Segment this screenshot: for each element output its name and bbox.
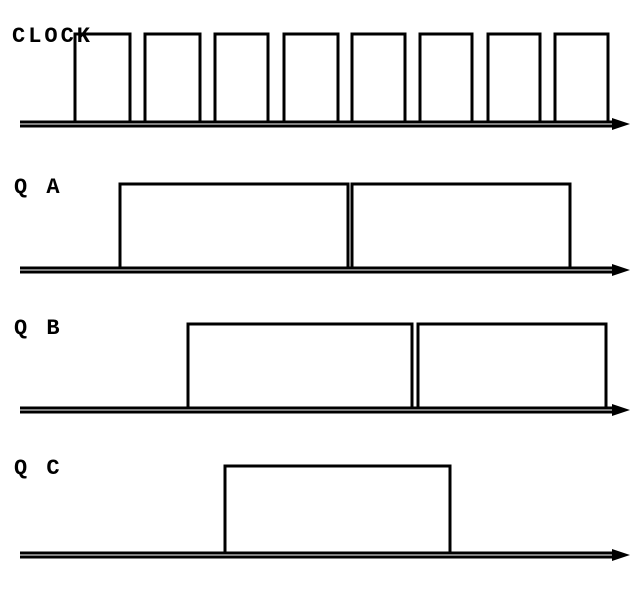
signal-wave-clock (20, 20, 630, 140)
signal-wave-qa (20, 168, 630, 288)
signal-wave-qc (20, 448, 630, 573)
timing-diagram: CLOCK Q A Q B Q C (0, 0, 640, 603)
signal-wave-qb (20, 308, 630, 428)
